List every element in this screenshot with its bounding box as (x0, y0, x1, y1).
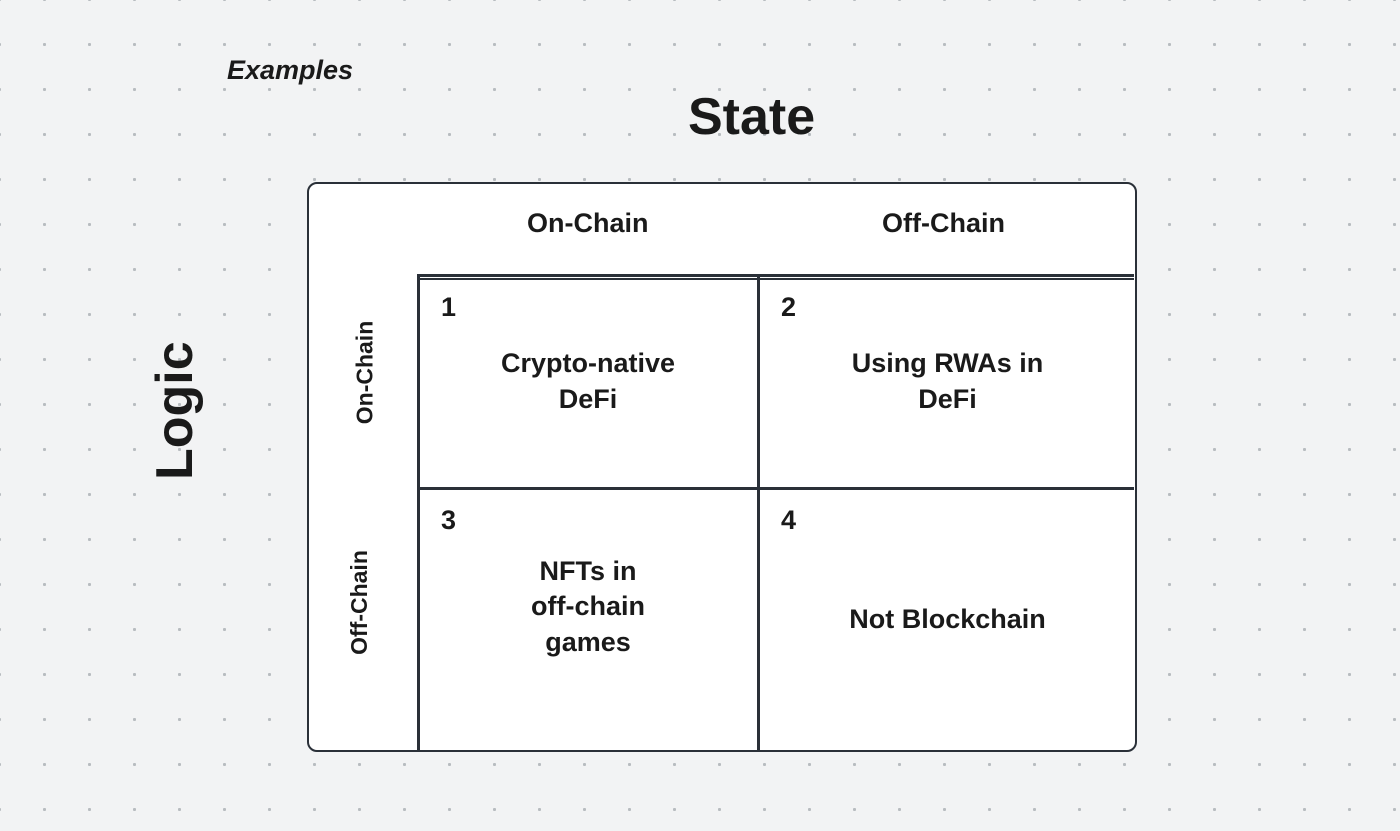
quadrant-2: 2 Using RWAs in DeFi (761, 278, 1134, 485)
quadrant-1-number: 1 (441, 292, 456, 323)
quadrant-grid: 1 Crypto-native DeFi 2 Using RWAs in DeF… (417, 274, 1134, 751)
quadrant-2-text: Using RWAs in DeFi (852, 346, 1044, 416)
x-axis-label: State (688, 87, 815, 147)
row-header-offchain: Off-Chain (346, 550, 373, 655)
quadrant-4-number: 4 (781, 505, 796, 536)
grid-line-vertical-mid (757, 274, 760, 751)
matrix-container: On-Chain Off-Chain On-Chain Off-Chain 1 … (307, 182, 1137, 752)
quadrant-1-text: Crypto-native DeFi (501, 346, 675, 416)
quadrant-3: 3 NFTs in off-chain games (421, 491, 755, 748)
grid-line-horizontal-mid (417, 487, 1134, 490)
diagram-title: Examples (227, 55, 353, 86)
quadrant-3-number: 3 (441, 505, 456, 536)
grid-line-horizontal-top (417, 274, 1134, 277)
y-axis-label: Logic (145, 341, 205, 480)
grid-line-vertical-left (417, 274, 420, 751)
quadrant-2-number: 2 (781, 292, 796, 323)
column-header-offchain: Off-Chain (882, 208, 1005, 239)
column-header-onchain: On-Chain (527, 208, 649, 239)
quadrant-4-text: Not Blockchain (849, 602, 1046, 637)
quadrant-4: 4 Not Blockchain (761, 491, 1134, 748)
quadrant-1: 1 Crypto-native DeFi (421, 278, 755, 485)
row-header-onchain: On-Chain (351, 321, 378, 425)
quadrant-3-text: NFTs in off-chain games (531, 554, 645, 659)
